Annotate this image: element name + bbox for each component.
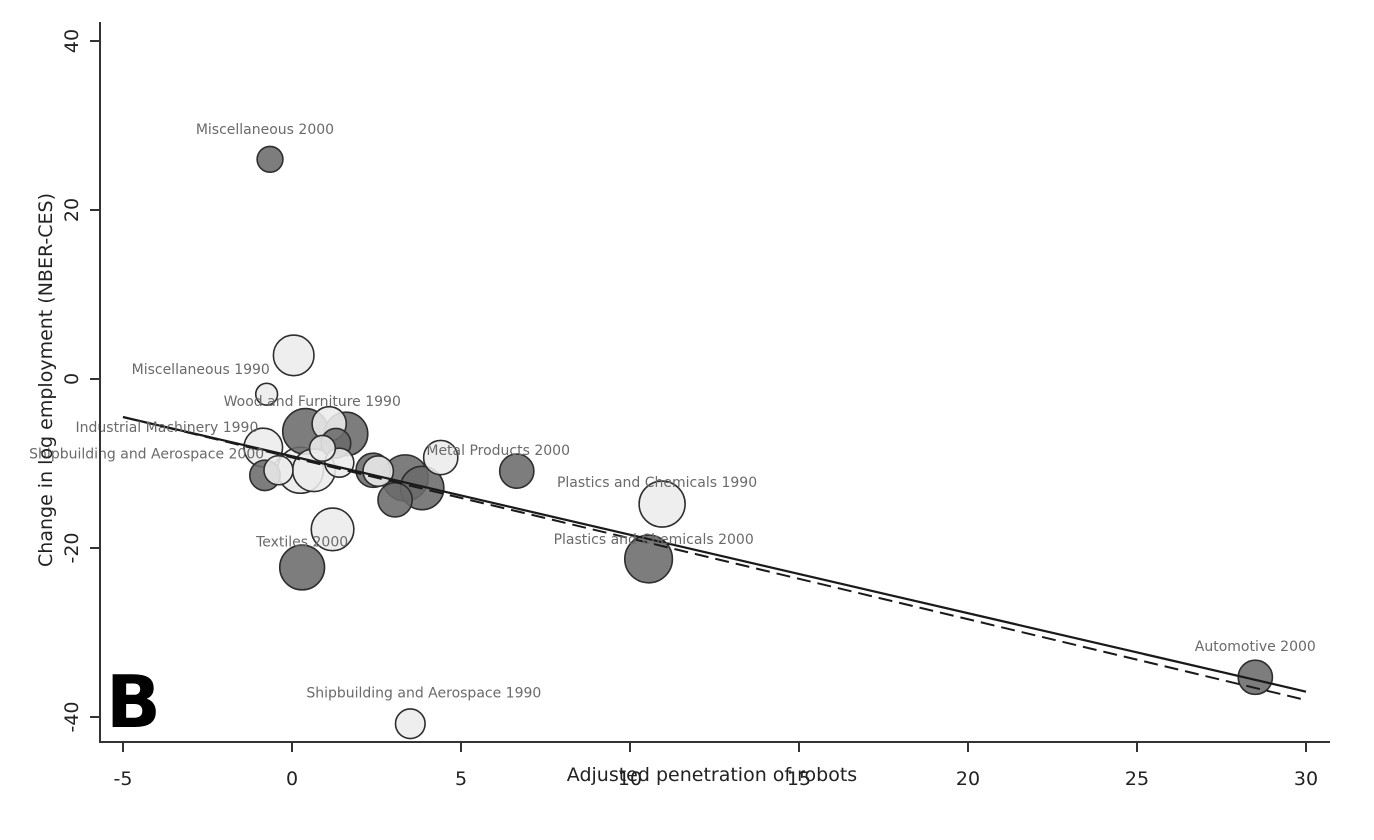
data-point-1990 — [263, 454, 294, 486]
point-annotation: Plastics and Chemicals 1990 — [557, 475, 757, 491]
x-tick-label: 15 — [787, 768, 811, 790]
data-point-2000 — [623, 534, 674, 584]
fit-dashed — [122, 416, 1307, 702]
data-point-1990 — [638, 480, 686, 528]
x-tick-label: 25 — [1125, 768, 1149, 790]
point-annotation: Miscellaneous 1990 — [132, 362, 270, 378]
data-point-2000 — [498, 453, 535, 490]
data-point-2000 — [278, 544, 326, 591]
data-point-1990 — [422, 439, 459, 476]
y-axis-title: Change in log employment (NBER-CES) — [35, 193, 57, 567]
data-point-1990 — [254, 382, 279, 406]
annotations: Miscellaneous 2000 Miscellaneous 1990 Wood… — [29, 122, 1316, 702]
fit-solid — [122, 415, 1307, 693]
data-point-1990 — [394, 708, 426, 740]
x-ticks: -5 0 5 10 15 20 25 30 — [114, 742, 1318, 790]
point-annotation: Industrial Machinery 1990 — [76, 420, 259, 436]
y-tick-label: 0 — [61, 373, 83, 385]
data-point-2000 — [256, 145, 284, 174]
point-annotation: Textiles 2000 — [255, 534, 348, 550]
x-tick-label: 0 — [286, 768, 298, 790]
data-point-1990 — [362, 455, 395, 488]
y-tick-label: -20 — [61, 532, 83, 563]
point-annotation: Automotive 2000 — [1195, 639, 1316, 655]
y-tick-label: -40 — [61, 701, 83, 732]
x-axis-title: Adjusted penetration of robots — [567, 764, 857, 786]
y-tick-label: 40 — [61, 29, 83, 53]
x-tick-label: 20 — [956, 768, 980, 790]
data-point-1990 — [310, 507, 355, 552]
axes: -5 0 5 10 15 20 25 30 -40 -20 0 20 40 Adjusted pene… — [35, 22, 1330, 790]
fit-lines — [122, 415, 1307, 702]
x-tick-label: 5 — [455, 768, 467, 790]
x-tick-label: 30 — [1294, 768, 1318, 790]
point-annotation: Plastics and Chemicals 2000 — [554, 532, 754, 548]
point-annotation: Shipbuilding and Aerospace 2000 — [29, 446, 264, 462]
point-annotation: Metal Products 2000 — [426, 443, 570, 459]
point-annotation: Miscellaneous 2000 — [196, 122, 334, 138]
x-tick-label: 10 — [618, 768, 642, 790]
x-tick-label: -5 — [114, 768, 133, 790]
y-ticks: -40 -20 0 20 40 — [61, 29, 100, 733]
data-point-2000 — [377, 481, 413, 518]
data-point-1990 — [272, 334, 315, 377]
point-annotation: Shipbuilding and Aerospace 1990 — [306, 686, 541, 702]
data-point-1990 — [308, 434, 337, 462]
data-points — [243, 145, 1274, 740]
point-annotation: Wood and Furniture 1990 — [224, 394, 401, 410]
panel-label: B — [106, 660, 161, 744]
y-tick-label: 20 — [61, 198, 83, 222]
